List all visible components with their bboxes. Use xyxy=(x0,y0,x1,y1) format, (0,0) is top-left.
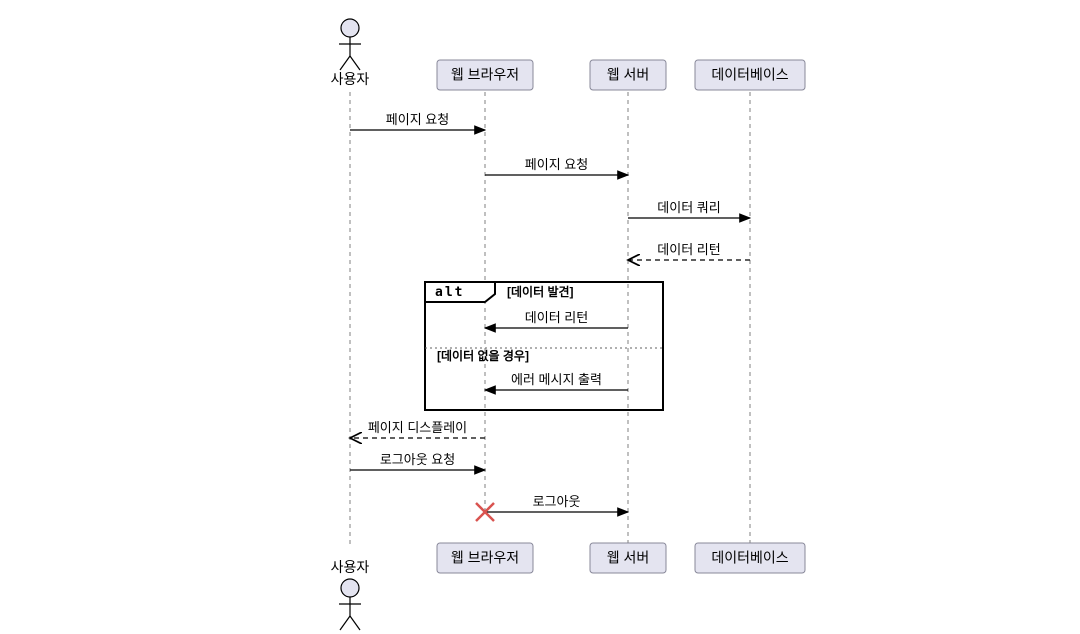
participant-label-server-bottom: 웹 서버 xyxy=(607,550,650,566)
alt-label-text: alt xyxy=(435,285,464,300)
message-text-6: 페이지 디스플레이 xyxy=(368,420,467,435)
message-text-7: 로그아웃 요청 xyxy=(380,452,455,467)
actor-leg-r-bottom xyxy=(350,616,360,630)
message-text-1: 페이지 요청 xyxy=(525,157,588,172)
actor-leg-l-top xyxy=(340,56,350,70)
message-text-5: 에러 메시지 출력 xyxy=(511,372,602,387)
actor-head-top xyxy=(341,19,359,37)
actor-leg-l-bottom xyxy=(340,616,350,630)
message-text-4: 데이터 리턴 xyxy=(525,310,588,325)
actor-label-bottom: 사용자 xyxy=(331,559,370,575)
message-text-0: 페이지 요청 xyxy=(386,112,449,127)
message-text-3: 데이터 리턴 xyxy=(657,242,720,257)
participant-label-db-bottom: 데이터베이스 xyxy=(711,550,788,566)
participant-label-browser-top: 웹 브라우저 xyxy=(451,67,519,83)
actor-leg-r-top xyxy=(350,56,360,70)
alt-condition-1: [데이터 없을 경우] xyxy=(437,348,529,363)
participant-label-server-top: 웹 서버 xyxy=(607,67,650,83)
alt-condition-0: [데이터 발견] xyxy=(507,284,574,299)
message-text-8: 로그아웃 xyxy=(533,494,581,509)
actor-label-top: 사용자 xyxy=(331,71,370,87)
participant-label-db-top: 데이터베이스 xyxy=(711,67,788,83)
actor-head-bottom xyxy=(341,579,359,597)
message-text-2: 데이터 쿼리 xyxy=(657,200,720,215)
participant-label-browser-bottom: 웹 브라우저 xyxy=(451,550,519,566)
